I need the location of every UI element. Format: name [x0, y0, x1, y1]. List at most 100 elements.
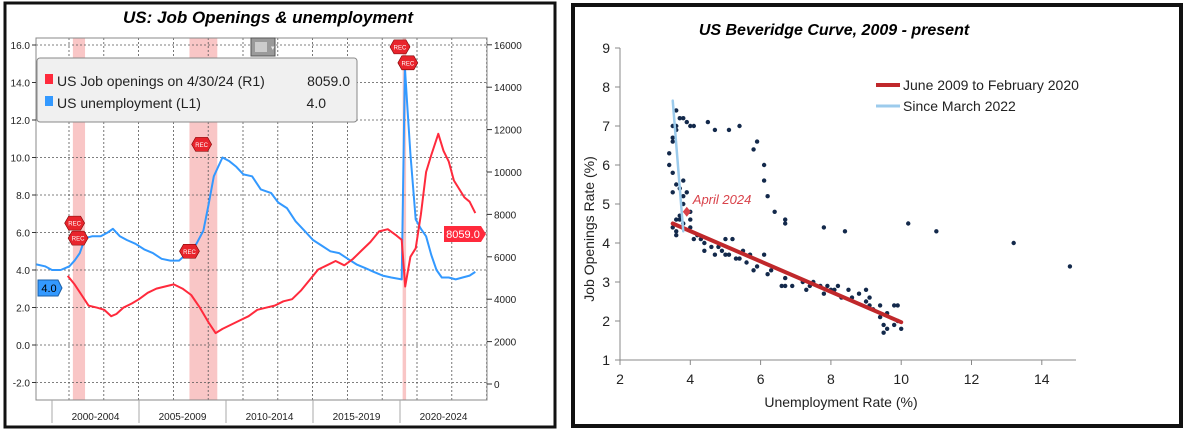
scatter-point [733, 256, 739, 261]
dropdown-arrow-icon: ▾ [271, 45, 275, 52]
scatter-point [881, 330, 886, 335]
scatter-point [768, 268, 774, 273]
x-axis-tick-label: 6 [757, 371, 765, 387]
job-openings-end-label: 8059.0 [444, 226, 486, 242]
right-chart-panel: US Beveridge Curve, 2009 - present 2 4 6 8 1… [571, 3, 1183, 428]
y-axis-tick-label: 2 [602, 313, 610, 329]
recession-flag-shape [191, 137, 212, 152]
scatter-point [670, 190, 675, 195]
left-axis-tick-label: 8.0 [16, 191, 30, 202]
scatter-point [670, 135, 675, 140]
left-axis-tick-label: -2.0 [13, 379, 31, 390]
right-axis-tick-label: 16000 [494, 41, 522, 52]
scatter-point [835, 283, 841, 289]
scatter-point [684, 190, 689, 195]
recession-flag-label: REC [68, 222, 81, 228]
scatter-point [723, 236, 728, 242]
left-axis-tick-label: 6.0 [16, 229, 30, 240]
scatter-point [783, 217, 788, 222]
x-category-label: 2005-2009 [159, 412, 207, 423]
y-axis-tick-label: 9 [602, 40, 610, 56]
chart-icon [255, 42, 267, 52]
scatter-point [825, 283, 830, 289]
recession-flag-icon: REC [64, 215, 85, 231]
scatter-point [674, 229, 679, 234]
right-axis-tick-label: 10000 [494, 168, 522, 179]
chart-type-button[interactable]: ▾ [250, 37, 276, 57]
legend-swatch-unemployment [45, 96, 53, 106]
scatter-point [726, 127, 732, 133]
unemployment-last-value: 4.0 [41, 283, 56, 295]
scatter-point [730, 236, 735, 242]
recession-flag-icon: REC [389, 39, 411, 55]
scatter-point [877, 314, 883, 320]
scatter-point [765, 194, 770, 199]
recession-flag-label: REC [394, 45, 407, 51]
scatter-point [670, 170, 675, 175]
scatter-point [846, 287, 851, 292]
scatter-point [719, 248, 725, 253]
scatter-point [779, 283, 784, 289]
right-axis-tick-label: 14000 [494, 83, 522, 94]
scatter-point [863, 299, 869, 304]
scatter-point [737, 123, 742, 129]
left-axis-tick-label: 16.0 [11, 41, 31, 52]
recession-flag-shape [397, 55, 419, 71]
scatter-point [754, 264, 760, 269]
right-axis-tick-label: 2000 [494, 338, 517, 349]
recession-flag-icon: REC [179, 243, 200, 259]
scatter-point [677, 116, 682, 121]
recession-flag-icon: REC [397, 55, 419, 71]
scatter-point [783, 283, 788, 289]
unemployment-line [36, 66, 476, 281]
legend-swatch-job-openings [45, 74, 53, 84]
scatter-point [726, 252, 732, 257]
left-axis-tick-label: 2.0 [16, 304, 30, 315]
scatter-point [790, 283, 795, 289]
scatter-point [681, 178, 686, 183]
scatter-point [674, 182, 679, 187]
scatter-point [705, 119, 711, 125]
legend-label-unemployment: US unemployment (L1) [57, 95, 201, 111]
recession-band [402, 38, 407, 400]
legend-label-pre-covid: June 2009 to February 2020 [903, 77, 1079, 93]
legend-box [36, 57, 358, 123]
scatter-point [688, 123, 693, 129]
left-axis-tick-label: 12.0 [11, 116, 31, 127]
scatter-point [737, 256, 742, 261]
recession-flag-icon: REC [191, 137, 212, 152]
right-panel-border [571, 3, 1183, 428]
scatter-point [674, 108, 679, 113]
left-axis-tick-label: 10.0 [11, 154, 31, 165]
recession-flag-label: REC [72, 237, 85, 243]
scatter-point [681, 116, 686, 121]
left-chart-title: US: Job Openings & unemployment [123, 8, 414, 27]
left-axis-tick-label: 14.0 [11, 79, 31, 90]
scatter-point [670, 139, 675, 144]
scatter-point [751, 268, 756, 273]
scatter-point [670, 225, 675, 230]
left-legend: US Job openings on 4/30/24 (R1) 8059.0 U… [36, 57, 358, 123]
x-axis-label: Unemployment Rate (%) [764, 394, 917, 410]
scatter-point [674, 217, 679, 222]
x-axis-tick-label: 4 [686, 371, 694, 387]
right-legend: June 2009 to February 2020 Since March 2… [876, 77, 1079, 114]
left-chart-panel: US: Job Openings & unemployment 16.0 14.0… [3, 1, 557, 429]
scatter-point [772, 209, 777, 214]
scatter-point [667, 162, 672, 168]
scatter-point [884, 326, 890, 331]
scatter-point [684, 119, 689, 125]
scatter-point [765, 272, 770, 277]
recession-flag-label: REC [183, 250, 196, 256]
left-axis-tick-label: 4.0 [16, 266, 30, 277]
scatter-point [895, 303, 900, 308]
scatter-point [1011, 240, 1016, 246]
scatter-point [906, 221, 911, 226]
scatter-point [804, 287, 809, 292]
legend-label-job-openings: US Job openings on 4/30/24 (R1) [57, 73, 265, 89]
scatter-point [761, 162, 767, 168]
scatter-point [744, 260, 749, 265]
right-chart-title: US Beveridge Curve, 2009 - present [699, 22, 970, 39]
scatter-point [691, 236, 697, 242]
